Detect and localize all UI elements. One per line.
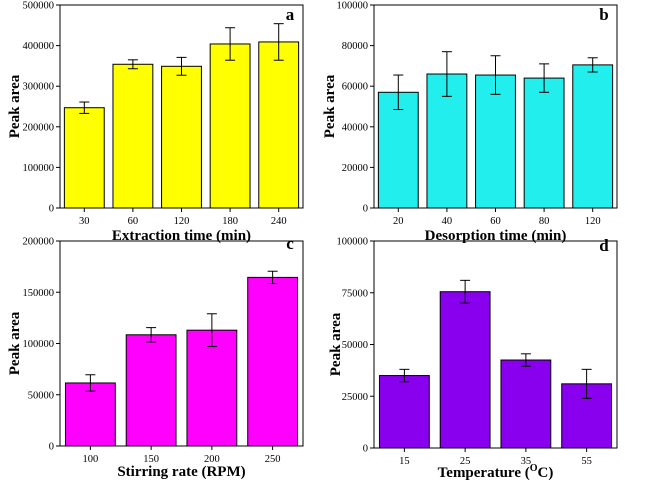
bar-c-2 xyxy=(186,329,238,447)
x-tick-label: 120 xyxy=(174,216,190,227)
plot-frame-b xyxy=(373,4,618,209)
bar-a-1 xyxy=(112,63,154,209)
bar-b-3 xyxy=(523,77,565,209)
y-axis-label: Peak area xyxy=(7,74,23,138)
bar-b-2 xyxy=(475,74,516,209)
y-tick-label: 80000 xyxy=(342,41,368,52)
y-axis-label: Peak area xyxy=(7,311,23,375)
panel-label: d xyxy=(599,236,609,255)
chart-panel-c: 100 150 200 250 0 50000 100000 150000 200000 c Sti… xyxy=(7,234,304,480)
x-tick-label: 40 xyxy=(442,216,453,227)
error-bar-a-4 xyxy=(273,23,284,61)
x-axis-label-unit-prefix: ( xyxy=(525,465,530,481)
error-bar-d-0 xyxy=(399,368,410,383)
y-tick-label: 400000 xyxy=(23,41,55,52)
bar-d-2 xyxy=(500,359,552,449)
x-tick-label: 35 xyxy=(521,456,532,467)
error-bar-b-1 xyxy=(441,51,452,97)
x-tick-label: 60 xyxy=(490,216,501,227)
y-tick-label: 75000 xyxy=(342,288,368,299)
error-bar-b-4 xyxy=(587,57,598,73)
bar-a-2 xyxy=(161,65,202,209)
x-axis-label: Desorption time (min) xyxy=(425,228,567,244)
x-axis-label: Stirring rate (RPM) xyxy=(117,464,245,480)
bar-c-0 xyxy=(64,382,116,447)
x-axis-label: Extraction time (min) xyxy=(112,228,251,244)
y-tick-label: 100000 xyxy=(23,163,55,174)
error-bar-a-1 xyxy=(127,59,138,70)
y-tick-label: 200000 xyxy=(23,122,55,133)
x-axis-label-unit-sup: O xyxy=(530,463,538,474)
error-bar-c-2 xyxy=(206,313,217,348)
chart-panel-d: 15 25 35 55 0 25000 50000 75000 100000 d Temperatu… xyxy=(328,236,618,481)
y-tick-label: 0 xyxy=(49,442,54,453)
y-tick-label: 60000 xyxy=(342,82,368,93)
panel-label: b xyxy=(599,5,608,24)
x-tick-label: 30 xyxy=(79,216,90,227)
error-bar-b-0 xyxy=(393,74,404,111)
y-tick-label: 300000 xyxy=(23,82,55,93)
chart-panel-b: 20 40 60 80 120 0 20000 40000 60000 80000 100000 b D… xyxy=(322,1,618,244)
y-tick-label: 20000 xyxy=(342,163,368,174)
error-bar-b-2 xyxy=(490,55,501,95)
plot-frame-d xyxy=(373,240,618,449)
y-tick-label: 200000 xyxy=(23,237,55,248)
y-tick-label: 25000 xyxy=(342,392,368,403)
plot-frame-c xyxy=(59,240,304,447)
bar-a-4 xyxy=(258,41,300,209)
error-bar-c-1 xyxy=(146,327,157,343)
error-bar-d-3 xyxy=(581,368,592,399)
y-tick-label: 500000 xyxy=(23,1,55,12)
bar-c-3 xyxy=(247,276,299,447)
x-tick-label: 150 xyxy=(143,454,159,465)
y-axis-label: Peak area xyxy=(322,74,338,138)
x-tick-label: 80 xyxy=(539,216,550,227)
x-tick-label: 20 xyxy=(393,216,404,227)
y-axis-label: Peak area xyxy=(328,312,344,376)
bar-d-1 xyxy=(439,291,491,449)
x-tick-label: 200 xyxy=(204,454,220,465)
y-tick-label: 50000 xyxy=(28,390,54,401)
y-tick-label: 50000 xyxy=(342,340,368,351)
error-bar-c-3 xyxy=(267,270,278,285)
x-tick-label: 180 xyxy=(222,216,238,227)
x-tick-label: 100 xyxy=(83,454,99,465)
error-bar-c-0 xyxy=(85,374,96,392)
error-bar-d-2 xyxy=(520,353,531,367)
x-tick-label: 60 xyxy=(128,216,139,227)
y-tick-label: 0 xyxy=(363,204,368,215)
x-axis-label-unit-main: C) xyxy=(538,465,554,481)
chart-panel-a: 30 60 120 180 240 0 100000 200000 300000 400000 50… xyxy=(7,1,304,244)
error-bar-b-3 xyxy=(539,63,550,93)
bar-b-4 xyxy=(572,64,614,209)
plot-frame-a xyxy=(59,4,304,209)
y-tick-label: 100000 xyxy=(337,237,369,248)
bar-a-3 xyxy=(209,43,251,209)
bar-b-0 xyxy=(377,91,419,209)
x-tick-label: 15 xyxy=(399,456,410,467)
x-tick-label: 120 xyxy=(585,216,601,227)
panel-label: a xyxy=(286,5,295,24)
y-tick-label: 100000 xyxy=(23,339,55,350)
y-tick-label: 100000 xyxy=(337,1,369,12)
error-bar-a-2 xyxy=(176,56,187,76)
bar-a-0 xyxy=(63,107,105,209)
x-axis-label-text: Temperature xyxy=(438,465,525,481)
panel-label: c xyxy=(286,234,294,253)
y-tick-label: 40000 xyxy=(342,122,368,133)
y-tick-label: 0 xyxy=(49,204,54,215)
bar-d-0 xyxy=(378,375,430,449)
error-bar-d-1 xyxy=(460,279,471,304)
error-bar-a-0 xyxy=(79,101,90,114)
y-tick-label: 0 xyxy=(363,444,368,455)
bar-c-1 xyxy=(125,334,177,447)
x-tick-label: 250 xyxy=(265,454,281,465)
x-tick-label: 55 xyxy=(581,456,592,467)
x-tick-label: 25 xyxy=(460,456,471,467)
x-tick-label: 240 xyxy=(271,216,287,227)
x-axis-label: Temperature (OC) xyxy=(438,463,554,481)
error-bar-a-3 xyxy=(225,27,236,61)
y-tick-label: 150000 xyxy=(23,288,55,299)
